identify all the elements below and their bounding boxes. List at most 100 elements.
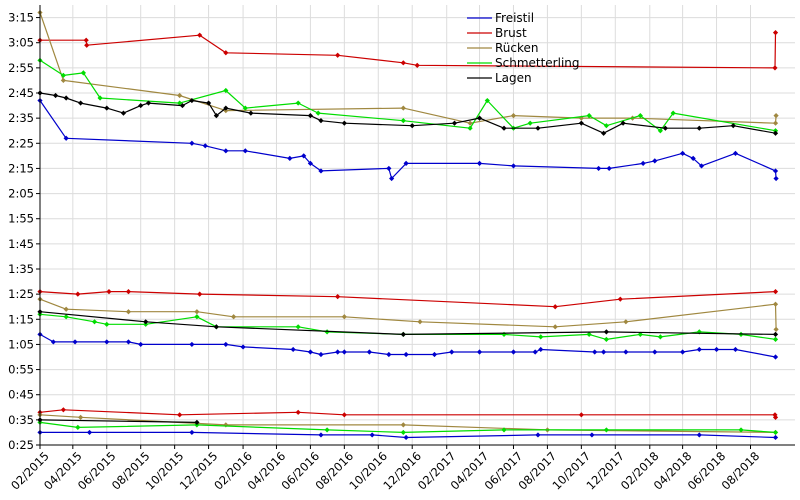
data-point-lagen bbox=[120, 110, 127, 116]
data-point-lagen bbox=[213, 113, 219, 119]
data-point-freistil bbox=[318, 432, 324, 438]
data-point-freistil bbox=[532, 349, 538, 355]
data-point-lagen bbox=[620, 120, 626, 126]
data-point-schmetterling bbox=[586, 113, 592, 119]
data-point-brust bbox=[60, 407, 66, 413]
data-point-brust bbox=[295, 409, 301, 415]
data-point-ruecken bbox=[60, 77, 66, 84]
legend-label: Freistil bbox=[495, 11, 534, 25]
series-lines bbox=[37, 9, 779, 441]
data-point-brust bbox=[125, 289, 132, 295]
legend-item-freistil: Freistil bbox=[467, 11, 534, 25]
data-point-freistil bbox=[125, 339, 132, 345]
data-point-freistil bbox=[287, 155, 293, 161]
data-point-ruecken bbox=[63, 306, 69, 312]
data-point-freistil bbox=[240, 344, 246, 350]
data-point-freistil bbox=[403, 351, 409, 358]
data-point-ruecken bbox=[78, 414, 84, 420]
y-tick-label: 2:35 bbox=[8, 111, 34, 125]
data-point-freistil bbox=[652, 158, 658, 164]
data-point-lagen bbox=[52, 92, 59, 99]
data-point-schmetterling bbox=[104, 321, 110, 327]
data-point-lagen bbox=[730, 123, 736, 129]
data-point-brust bbox=[400, 60, 406, 66]
data-point-lagen bbox=[213, 324, 219, 330]
data-point-freistil bbox=[601, 349, 607, 355]
data-point-freistil bbox=[652, 349, 658, 355]
data-point-freistil bbox=[698, 163, 705, 169]
data-point-brust bbox=[552, 304, 558, 310]
data-point-freistil bbox=[290, 346, 296, 353]
y-tick-label: 2:45 bbox=[8, 86, 34, 100]
data-point-lagen bbox=[145, 100, 152, 106]
data-point-schmetterling bbox=[194, 314, 200, 320]
data-point-schmetterling bbox=[603, 123, 609, 129]
data-point-schmetterling bbox=[586, 331, 592, 337]
data-point-lagen bbox=[104, 105, 110, 111]
data-point-schmetterling bbox=[527, 120, 533, 126]
data-point-freistil bbox=[307, 349, 313, 355]
legend-item-lagen: Lagen bbox=[467, 71, 532, 85]
series-freistil bbox=[37, 97, 779, 441]
series-line-lagen bbox=[39, 419, 197, 423]
data-point-freistil bbox=[223, 148, 229, 154]
y-tick-label: 2:25 bbox=[8, 136, 34, 150]
data-point-lagen bbox=[772, 331, 779, 337]
data-point-brust bbox=[223, 50, 229, 56]
data-point-brust bbox=[414, 62, 420, 68]
data-point-schmetterling bbox=[538, 334, 544, 340]
data-point-schmetterling bbox=[324, 427, 330, 433]
data-point-ruecken bbox=[510, 113, 517, 119]
data-point-schmetterling bbox=[670, 110, 676, 116]
data-point-schmetterling bbox=[484, 97, 490, 104]
data-point-lagen bbox=[601, 130, 607, 136]
y-tick-label: 1:05 bbox=[8, 337, 34, 351]
data-point-freistil bbox=[510, 163, 517, 169]
data-point-brust bbox=[197, 291, 203, 297]
data-point-ruecken bbox=[194, 309, 200, 315]
y-tick-label: 1:35 bbox=[8, 262, 34, 276]
data-point-ruecken bbox=[341, 314, 347, 320]
data-point-lagen bbox=[78, 100, 84, 106]
y-tick-label: 0:45 bbox=[8, 388, 34, 402]
data-point-freistil bbox=[366, 349, 372, 355]
data-point-ruecken bbox=[623, 319, 629, 325]
data-point-brust bbox=[772, 65, 778, 71]
series-line-freistil bbox=[39, 333, 776, 358]
data-point-schmetterling bbox=[91, 319, 98, 325]
data-point-schmetterling bbox=[637, 113, 643, 119]
data-point-schmetterling bbox=[75, 424, 81, 430]
x-tick-label: 08/2018 bbox=[719, 449, 763, 493]
data-point-freistil bbox=[189, 429, 195, 436]
data-point-schmetterling bbox=[657, 128, 663, 134]
data-point-lagen bbox=[476, 115, 483, 121]
data-point-freistil bbox=[732, 150, 739, 156]
data-point-freistil bbox=[389, 175, 395, 182]
data-point-ruecken bbox=[773, 326, 779, 332]
data-point-freistil bbox=[63, 135, 69, 141]
data-point-freistil bbox=[680, 349, 686, 355]
data-point-freistil bbox=[431, 351, 438, 358]
data-point-freistil bbox=[307, 160, 313, 166]
data-point-schmetterling bbox=[295, 324, 301, 330]
data-point-brust bbox=[772, 30, 779, 36]
data-point-freistil bbox=[476, 160, 483, 166]
data-point-lagen bbox=[205, 100, 212, 106]
data-point-schmetterling bbox=[467, 125, 473, 131]
data-point-lagen bbox=[535, 125, 541, 131]
y-tick-label: 1:25 bbox=[8, 287, 34, 301]
data-point-brust bbox=[772, 414, 779, 420]
data-point-ruecken bbox=[223, 422, 229, 428]
data-point-lagen bbox=[179, 102, 186, 109]
data-point-freistil bbox=[773, 175, 779, 182]
series-line-brust bbox=[40, 32, 777, 69]
data-point-brust bbox=[335, 52, 341, 58]
y-tick-label: 3:05 bbox=[8, 36, 34, 50]
data-point-freistil bbox=[104, 339, 110, 345]
legend-item-brust: Brust bbox=[467, 26, 527, 40]
y-tick-label: 3:15 bbox=[8, 11, 34, 25]
data-point-freistil bbox=[242, 148, 248, 154]
data-point-freistil bbox=[223, 341, 229, 348]
legend-item-schmetterling: Schmetterling bbox=[467, 56, 580, 70]
